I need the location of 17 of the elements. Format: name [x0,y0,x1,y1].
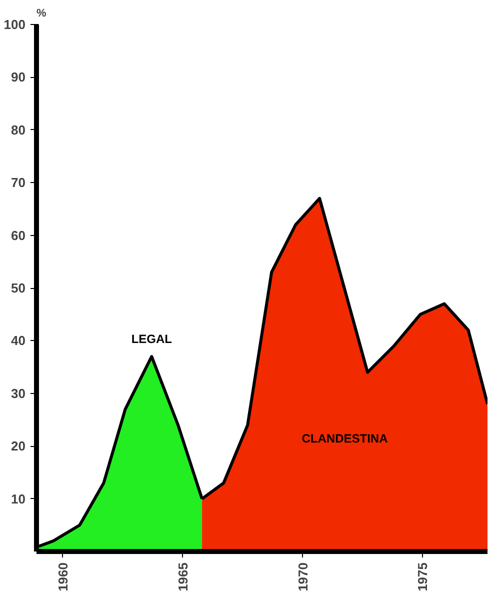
series-label: LEGAL [131,332,172,346]
y-tick-label: 10 [11,491,26,506]
x-tick-label: 1970 [295,562,310,592]
x-tick-label: 1965 [175,562,190,592]
x-tick-label: 1975 [415,562,430,592]
y-tick-label: 40 [11,333,26,348]
y-tick-label: 30 [11,386,26,401]
y-tick-label: 20 [11,438,26,454]
y-tick-label: 80 [11,122,26,138]
y-axis-title: % [36,8,46,20]
y-tick-label: 90 [11,70,26,85]
series-label: CLANDESTINA [302,432,388,446]
y-tick-label: 100 [4,17,26,32]
y-tick-label: 60 [11,228,26,243]
y-tick-label: 50 [11,280,26,296]
x-tick-label: 1960 [55,562,70,592]
y-tick-label: 70 [11,175,26,190]
